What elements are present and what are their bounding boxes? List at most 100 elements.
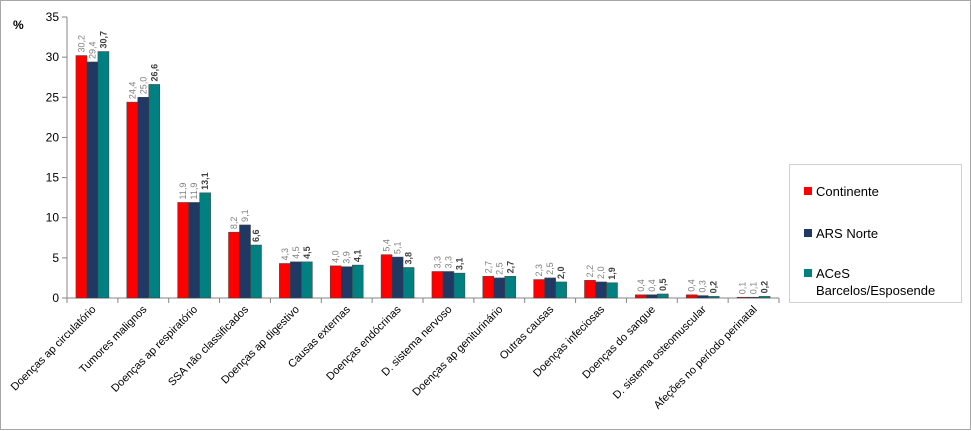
bar xyxy=(97,51,110,299)
data-label: 2,7 xyxy=(483,261,493,274)
legend: Continente ARS Norte ACeS Barcelos/Espos… xyxy=(789,164,962,303)
bar xyxy=(126,101,139,299)
bar xyxy=(657,293,669,299)
data-label: 25,0 xyxy=(138,77,148,95)
data-label: 11,9 xyxy=(178,183,188,200)
x-tick-label: Doenças ap geniturinário xyxy=(410,304,505,399)
data-label: 13,1 xyxy=(200,172,210,190)
x-tick-label: D. sistema osteomuscular xyxy=(611,303,709,401)
bar xyxy=(482,276,495,299)
data-label: 2,2 xyxy=(585,265,595,278)
bar xyxy=(544,277,556,299)
bar xyxy=(584,280,596,299)
bar xyxy=(646,294,658,299)
bar xyxy=(380,254,393,299)
data-label: 3,3 xyxy=(432,256,442,269)
data-label: 0,4 xyxy=(636,279,646,292)
legend-item-ars-norte: ARS Norte xyxy=(804,225,878,242)
bar xyxy=(329,265,342,299)
y-tick-label: 0 xyxy=(52,291,59,305)
legend-label-aces-line2: Barcelos/Esposende xyxy=(816,283,936,298)
data-label: 24,4 xyxy=(127,82,137,100)
legend-label-aces-line1: ACeS xyxy=(816,266,850,281)
bar xyxy=(442,271,455,299)
data-label: 4,5 xyxy=(302,246,312,259)
legend-swatch-continente xyxy=(804,187,812,195)
bar xyxy=(685,294,698,299)
legend-item-aces: ACeS Barcelos/Esposende xyxy=(804,265,935,299)
data-label: 2,0 xyxy=(556,266,566,279)
bar xyxy=(555,281,567,299)
data-label: 9,1 xyxy=(240,209,250,222)
bar xyxy=(533,279,545,299)
data-label: 0,3 xyxy=(698,280,708,293)
bar xyxy=(696,295,709,299)
bar xyxy=(504,276,517,299)
x-tick-label: Doenças ap respiratório xyxy=(109,304,200,395)
data-label: 0,1 xyxy=(749,282,759,295)
data-label: 6,6 xyxy=(251,229,261,242)
y-tick-label: 5 xyxy=(52,251,59,265)
legend-item-continente: Continente xyxy=(804,183,879,200)
bar xyxy=(340,266,353,299)
data-label: 5,1 xyxy=(393,242,403,255)
bar xyxy=(75,55,88,299)
data-label: 4,1 xyxy=(353,250,363,263)
y-axis-unit-label: % xyxy=(13,18,24,32)
data-label: 5,4 xyxy=(382,239,392,252)
bar xyxy=(736,296,749,299)
bar xyxy=(493,277,506,299)
bar xyxy=(391,256,404,299)
bar xyxy=(747,296,760,299)
bar xyxy=(177,202,189,299)
legend-swatch-aces xyxy=(804,269,812,277)
y-tick-label: 30 xyxy=(46,50,60,64)
data-label: 3,3 xyxy=(443,256,453,269)
data-label: 0,5 xyxy=(658,278,668,291)
bar xyxy=(595,281,607,299)
data-label: 2,3 xyxy=(534,264,544,277)
data-label: 30,2 xyxy=(76,35,86,53)
chart-bars xyxy=(75,51,771,299)
bar xyxy=(707,296,720,299)
data-label: 0,4 xyxy=(687,279,697,292)
data-label: 4,0 xyxy=(331,250,341,263)
y-tick-label: 10 xyxy=(46,211,60,225)
legend-label-aces: ACeS Barcelos/Esposende xyxy=(816,265,935,299)
bar xyxy=(290,261,302,299)
data-labels: 30,2 29,430,724,4 25,026,611,9 11,913,18,29… xyxy=(76,31,769,294)
bar xyxy=(199,192,211,299)
bar xyxy=(279,263,291,299)
bar xyxy=(402,267,415,299)
bar xyxy=(431,271,444,299)
data-label: 3,1 xyxy=(454,258,464,271)
bar xyxy=(606,282,618,299)
bar xyxy=(635,294,647,299)
x-tick-label: Doenças ap circulatório xyxy=(9,304,99,394)
data-label: 2,7 xyxy=(505,261,515,274)
data-label: 4,5 xyxy=(291,246,301,259)
bar xyxy=(188,202,200,299)
data-label: 0,1 xyxy=(738,282,748,295)
bar xyxy=(137,97,150,299)
data-label: 3,9 xyxy=(342,251,352,264)
bar xyxy=(148,84,161,299)
x-tick-label: Afeções no período perinatal xyxy=(652,304,760,412)
data-label: 8,2 xyxy=(229,217,239,230)
bar xyxy=(758,296,771,299)
data-label: 1,9 xyxy=(607,267,617,280)
y-tick-label: 35 xyxy=(46,10,60,24)
bar xyxy=(453,272,466,299)
data-label: 0,2 xyxy=(709,281,719,294)
data-label: 29,4 xyxy=(87,41,97,59)
legend-swatch-ars-norte xyxy=(804,229,812,237)
legend-label-continente: Continente xyxy=(816,184,879,199)
data-label: 0,4 xyxy=(647,279,657,292)
data-label: 2,5 xyxy=(494,262,504,275)
legend-label-ars-norte: ARS Norte xyxy=(816,226,879,241)
data-label: 0,2 xyxy=(760,281,770,294)
bar xyxy=(239,224,251,299)
